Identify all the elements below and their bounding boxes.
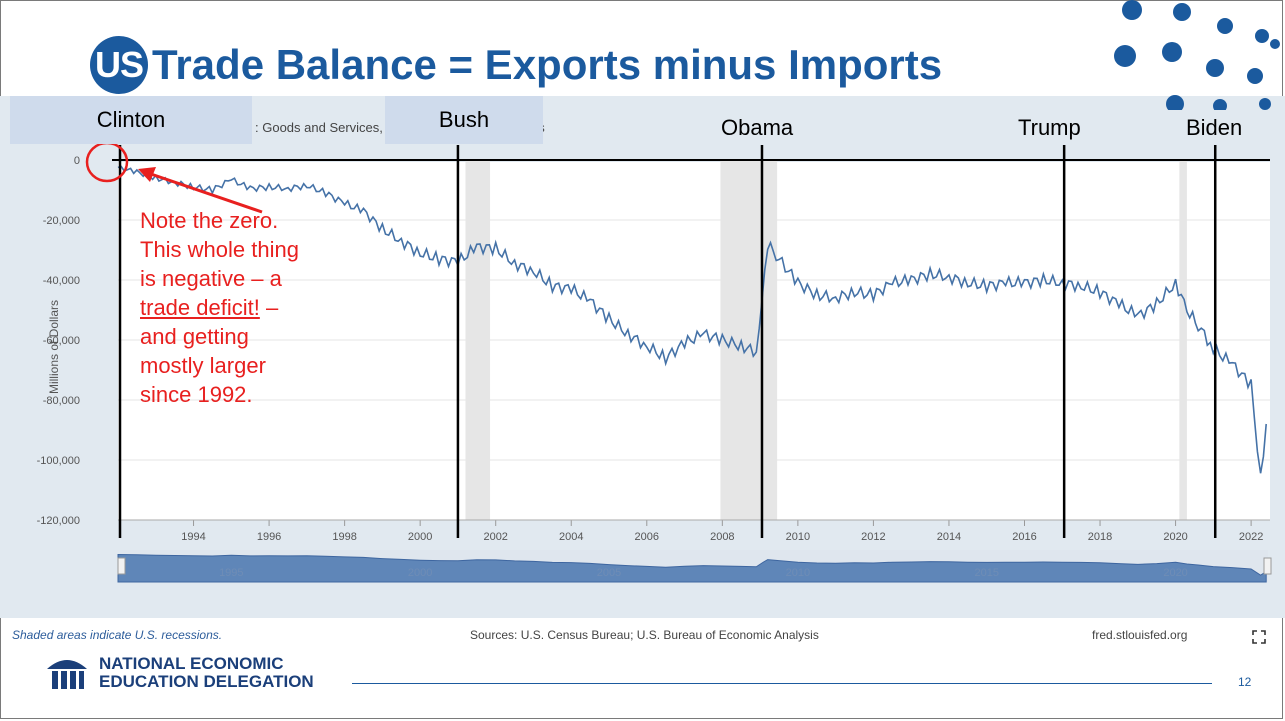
x-tick-label: 2004 (559, 531, 583, 543)
recession-note: Shaded areas indicate U.S. recessions. (12, 628, 223, 642)
navigator-label: 2010 (786, 567, 810, 579)
y-tick-label: -60,000 (43, 335, 80, 347)
navigator-label: 2020 (1163, 567, 1187, 579)
x-tick-label: 2018 (1088, 531, 1112, 543)
fullscreen-icon[interactable] (1252, 630, 1266, 644)
president-label-bush: Bush (438, 107, 490, 132)
x-tick-label: 2016 (1012, 531, 1036, 543)
note-line: This whole thing (140, 237, 299, 262)
x-tick-label: 2008 (710, 531, 734, 543)
note-dash: – (259, 295, 279, 320)
x-tick-label: 2002 (483, 531, 507, 543)
annotation-arrow-shaft (147, 171, 263, 214)
x-tick-label: 1994 (181, 531, 205, 543)
fred-link[interactable]: fred.stlouisfed.org (1092, 628, 1188, 642)
navigator-right-handle[interactable] (1263, 557, 1272, 575)
page-number: 12 (1238, 675, 1252, 689)
note-line: Note the zero. (140, 208, 279, 233)
navigator-left-handle[interactable] (117, 557, 126, 575)
x-tick-label: 2012 (861, 531, 885, 543)
y-tick-label: -20,000 (43, 215, 80, 227)
y-axis-label: Millions of Dollars (47, 299, 61, 395)
title-text: Trade Balance = Exports minus Imports (152, 41, 943, 88)
note-line: mostly larger (140, 353, 266, 378)
y-tick-label: -120,000 (37, 515, 80, 527)
recession-band (465, 160, 491, 520)
x-tick-label: 2014 (937, 531, 961, 543)
navigator-label: 2005 (597, 567, 621, 579)
note-line: is negative – a (140, 266, 282, 291)
sources-text: Sources: U.S. Census Bureau; U.S. Bureau… (470, 628, 819, 642)
navigator-label: 2000 (408, 567, 432, 579)
note-line: and getting (140, 324, 249, 349)
navigator-series-area (117, 553, 1267, 583)
trade-balance-series-line (117, 165, 1267, 474)
corner-dots-decoration (1114, 0, 1280, 110)
navigator-label: 1995 (219, 567, 243, 579)
x-tick-label: 2000 (408, 531, 432, 543)
x-tick-label: 2020 (1163, 531, 1187, 543)
red-annotation-note: Note the zero. This whole thing is negat… (140, 206, 380, 409)
president-label-biden: Biden (1186, 115, 1243, 140)
president-label-trump: Trump (1018, 115, 1081, 140)
x-tick-label: 1998 (332, 531, 356, 543)
recession-band (720, 160, 778, 520)
note-line: since 1992. (140, 382, 253, 407)
logo-line-2: EDUCATION DELEGATION (99, 672, 314, 691)
president-label-obama: Obama (721, 115, 794, 140)
president-label-clinton: Clinton (96, 107, 166, 132)
annotation-arrow-head (138, 167, 156, 182)
x-tick-label: 2010 (786, 531, 810, 543)
nee-logo: NATIONAL ECONOMIC EDUCATION DELEGATION (45, 655, 314, 691)
slide-title: US Trade Balance = Exports minus Imports (90, 30, 942, 100)
x-tick-label: 2006 (635, 531, 659, 543)
us-badge: US (90, 36, 148, 94)
note-underlined-text: trade deficit! (140, 295, 260, 320)
nee-columns-icon (47, 660, 87, 689)
y-tick-label: -40,000 (43, 275, 80, 287)
note-line: trade deficit! – (140, 293, 380, 322)
footer-rule (352, 683, 1212, 684)
y-tick-label: -80,000 (43, 395, 80, 407)
navigator-label: 2015 (974, 567, 998, 579)
bush-label-box: Bush (385, 96, 543, 144)
logo-line-1: NATIONAL ECONOMIC (99, 654, 284, 673)
y-tick-label: 0 (74, 155, 80, 167)
y-tick-label: -100,000 (37, 455, 80, 467)
x-tick-label: 2022 (1239, 531, 1263, 543)
recession-band (1179, 160, 1187, 520)
x-tick-label: 1996 (257, 531, 281, 543)
clinton-label-box: Clinton (10, 96, 252, 144)
